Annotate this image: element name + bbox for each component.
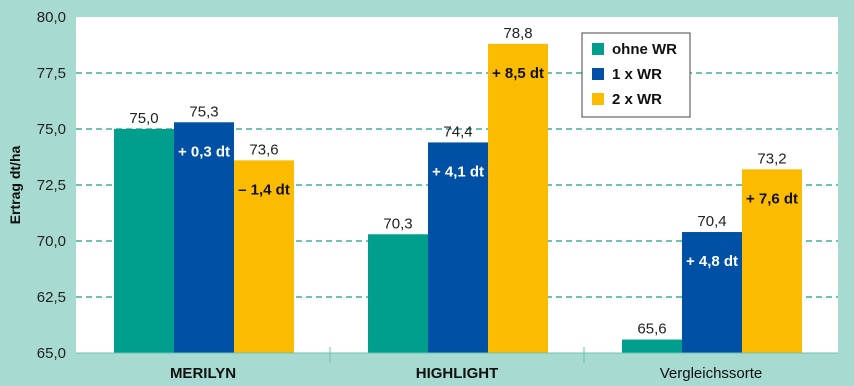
- y-tick-label: 75,0: [37, 121, 66, 138]
- bar-annotation: – 1,4 dt: [238, 181, 290, 198]
- bar-2-1: [488, 43, 548, 353]
- y-axis-label: Ertrag dt/ha: [7, 146, 23, 225]
- bar-value-label: 70,3: [383, 215, 412, 232]
- legend-label: ohne WR: [612, 41, 677, 58]
- bar-value-label: 70,4: [697, 213, 726, 230]
- y-tick-label: 77,5: [37, 65, 66, 82]
- legend-label: 2 x WR: [612, 91, 662, 108]
- y-tick-label: 70,0: [37, 233, 66, 250]
- bar-2-0: [234, 160, 294, 353]
- bar-annotation: + 7,6 dt: [746, 190, 798, 207]
- bar-2-2: [742, 169, 802, 353]
- bar-value-label: 65,6: [637, 321, 666, 338]
- x-tick-label: Vergleichssorte: [660, 365, 763, 382]
- bar-1-2: [682, 232, 742, 353]
- bar-annotation: + 4,1 dt: [432, 163, 484, 180]
- bar-annotation: + 8,5 dt: [492, 65, 544, 82]
- y-tick-label: 72,5: [37, 177, 66, 194]
- bar-1-1: [428, 142, 488, 353]
- bar-value-label: 73,6: [249, 141, 278, 158]
- bar-value-label: 73,2: [757, 150, 786, 167]
- y-tick-label: 65,0: [37, 345, 66, 362]
- legend-label: 1 x WR: [612, 66, 662, 83]
- bar-value-label: 78,8: [503, 25, 532, 42]
- legend-swatch: [592, 93, 604, 105]
- bar-1-0: [174, 122, 234, 353]
- bar-value-label: 75,0: [129, 110, 158, 127]
- x-tick-label: MERILYN: [170, 365, 236, 382]
- bar-value-label: 75,3: [189, 103, 218, 120]
- bar-annotation: + 4,8 dt: [686, 253, 738, 270]
- y-tick-label: 80,0: [37, 9, 66, 26]
- bar-0-0: [114, 129, 174, 353]
- bar-value-label: 74,4: [443, 123, 472, 140]
- bar-0-2: [622, 339, 682, 353]
- y-tick-label: 62,5: [37, 289, 66, 306]
- legend-swatch: [592, 43, 604, 55]
- x-tick-label: HIGHLIGHT: [416, 365, 499, 382]
- bar-0-1: [368, 234, 428, 353]
- bar-annotation: + 0,3 dt: [178, 143, 230, 160]
- legend-swatch: [592, 68, 604, 80]
